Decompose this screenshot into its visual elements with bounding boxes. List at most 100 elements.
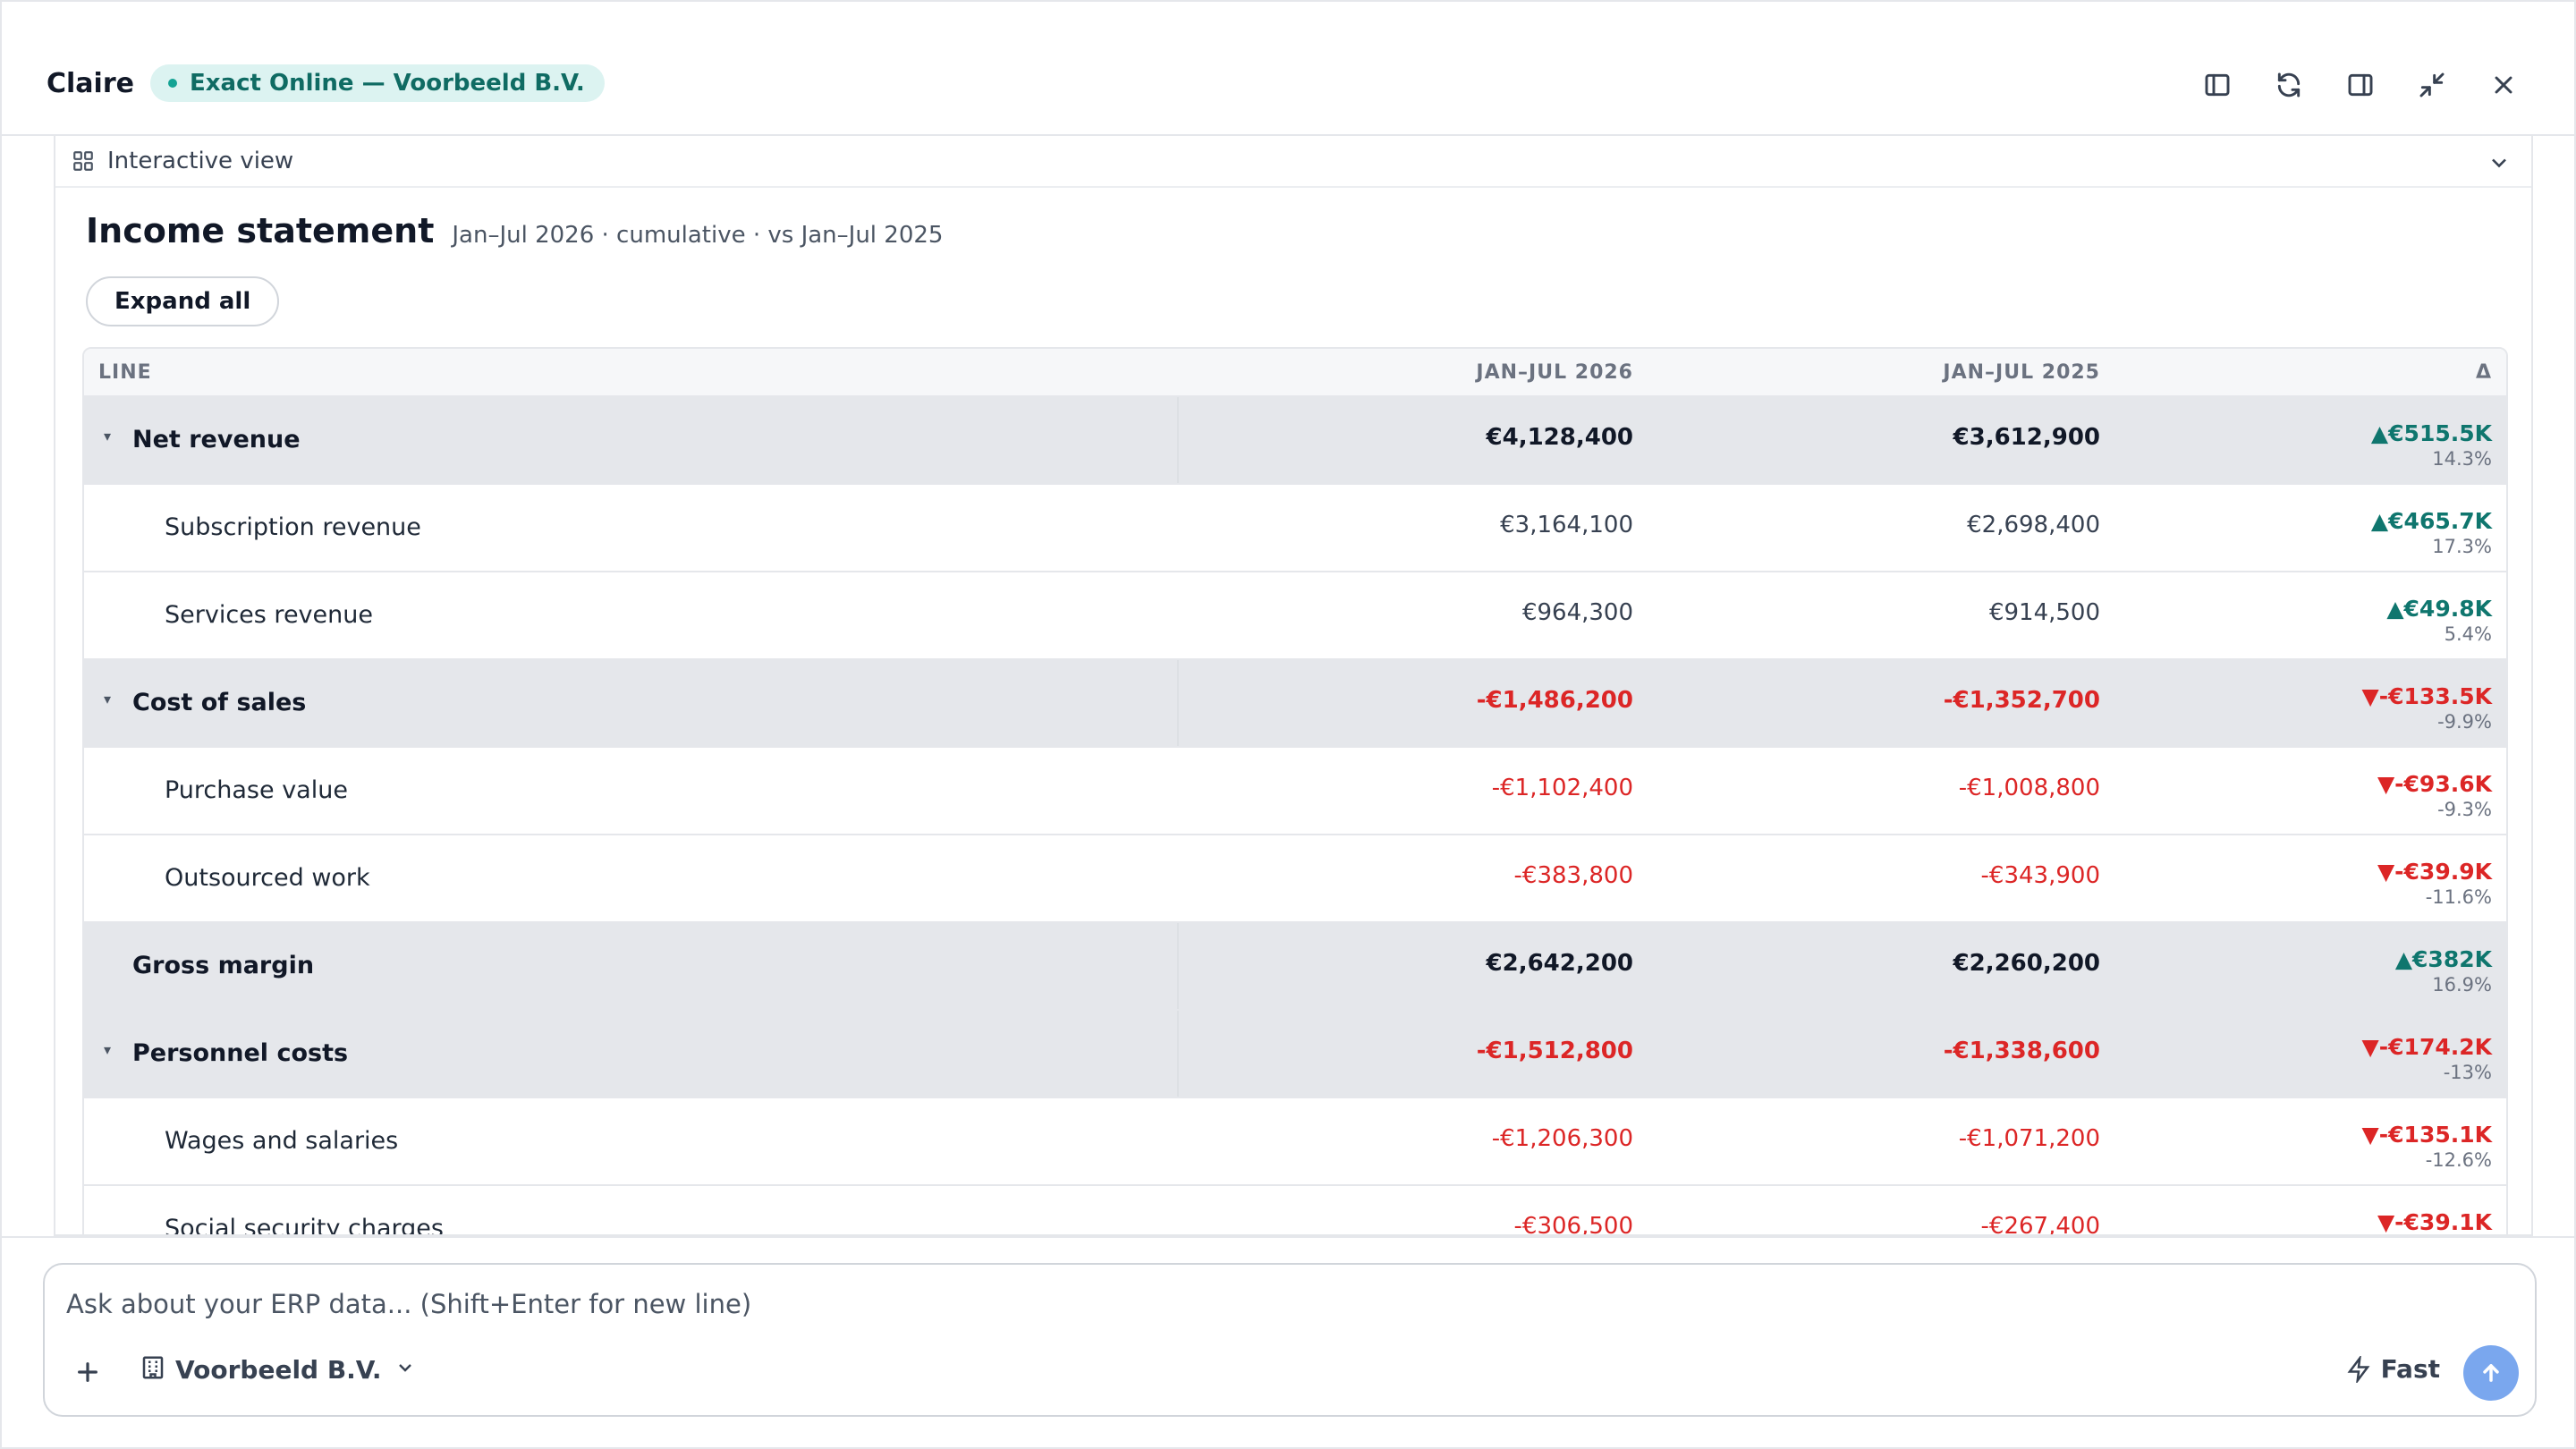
delta-cell: ▲€465.7K 17.3% [2371,508,2492,557]
chevron-down-icon[interactable] [2487,150,2512,175]
value-2025: -€1,071,200 [1958,1125,2100,1152]
delta-cell: ▲€49.8K 5.4% [2386,596,2492,645]
lightning-icon [2347,1355,2370,1383]
income-statement-table: LINE JAN–JUL 2026 JAN–JUL 2025 Δ ▾ Net re… [82,347,2508,1236]
delta-percent: -12.6% [2425,1149,2492,1171]
sidebar-left-icon[interactable] [2200,68,2234,102]
row-label: Personnel costs [132,1039,349,1067]
column-header-line[interactable]: LINE [98,361,152,384]
row-label-bg [84,660,1179,746]
row-label: Outsourced work [165,864,370,892]
row-label-bg [84,397,1179,483]
plus-icon[interactable] [73,1358,106,1390]
delta-percent: 14.3% [2432,448,2492,470]
value-2025: -€1,338,600 [1943,1038,2100,1064]
delta-value: ▲€515.5K [2370,420,2492,446]
table-group-row: Gross margin €2,642,200 €2,260,200 ▲€382K 16… [84,923,2506,1011]
value-2026: €3,164,100 [1500,512,1633,538]
value-2025: €914,500 [1988,599,2100,626]
row-label: Cost of sales [132,689,307,716]
value-2025: €3,612,900 [1953,424,2100,451]
company-selector[interactable]: Voorbeeld B.V. [140,1354,416,1385]
delta-percent: -9.3% [2437,799,2492,820]
table-body: ▾ Net revenue €4,128,400 €3,612,900 ▲€515.5K… [84,397,2506,1236]
value-2025: -€1,008,800 [1958,775,2100,801]
delta-cell: ▼-€93.6K -9.3% [2377,771,2492,820]
table-row: Social security charges -€306,500 -€267,40… [84,1186,2506,1236]
panel-title: Interactive view [107,148,294,174]
table-group-row[interactable]: ▾ Net revenue €4,128,400 €3,612,900 ▲€515.5K… [84,397,2506,485]
report-subtitle: Jan–Jul 2026 · cumulative · vs Jan–Jul 2… [452,222,944,249]
row-label: Subscription revenue [165,513,421,541]
delta-percent: -13% [2443,1062,2492,1083]
value-2025: €2,698,400 [1967,512,2100,538]
table-row: Outsourced work -€383,800 -€343,900 ▼-€39.9… [84,835,2506,923]
delta-cell: ▼-€133.5K -9.9% [2362,683,2492,733]
column-header-2026[interactable]: JAN–JUL 2026 [1476,361,1633,384]
row-label: Wages and salaries [165,1127,399,1155]
value-2026: -€306,500 [1513,1213,1633,1236]
row-label-bg [84,923,1179,1009]
delta-value: ▼-€135.1K [2361,1122,2492,1148]
mode-selector[interactable]: Fast [2345,1354,2440,1384]
divider [2,1236,2574,1238]
company-name: Voorbeeld B.V. [175,1354,382,1385]
value-2025: €2,260,200 [1953,950,2100,977]
value-2026: €964,300 [1521,599,1633,626]
delta-percent: -11.6% [2425,886,2492,908]
value-2025: -€267,400 [1980,1213,2100,1236]
delta-percent: 5.4% [2444,623,2492,645]
delta-value: ▼-€133.5K [2361,683,2492,709]
delta-percent: -9.9% [2437,711,2492,733]
delta-cell: ▲€515.5K 14.3% [2371,420,2492,470]
delta-cell: ▼-€174.2K -13% [2362,1034,2492,1083]
expand-caret-icon[interactable]: ▾ [104,428,112,445]
table-row: Services revenue €964,300 €914,500 ▲€49.8K 5… [84,572,2506,660]
panel-header[interactable]: Interactive view [55,136,2531,188]
header-actions [2200,68,2521,102]
value-2025: -€1,352,700 [1943,687,2100,714]
delta-cell: ▼-€39.1K [2377,1209,2492,1234]
interactive-view-panel: Interactive view Income statement Jan–Ju… [54,136,2533,1236]
delta-percent: 16.9% [2432,974,2492,996]
column-header-2025[interactable]: JAN–JUL 2025 [1943,361,2100,384]
table-group-row[interactable]: ▾ Cost of sales -€1,486,200 -€1,352,700 ▼-€1… [84,660,2506,748]
grid-icon [73,151,93,171]
connection-label: Exact Online — Voorbeeld B.V. [190,70,585,97]
message-input[interactable] [66,1284,2481,1324]
delta-value: ▲€49.8K [2386,596,2492,622]
delta-percent: 17.3% [2432,536,2492,557]
expand-caret-icon[interactable]: ▾ [104,1041,112,1058]
composer: Voorbeeld B.V. Fast [43,1263,2537,1417]
row-label: Social security charges [165,1215,444,1236]
value-2026: €4,128,400 [1486,424,1633,451]
report-title: Income statement [86,211,435,250]
refresh-icon[interactable] [2272,68,2306,102]
value-2026: -€1,206,300 [1491,1125,1633,1152]
delta-value: ▼-€174.2K [2361,1034,2492,1060]
value-2026: -€1,512,800 [1476,1038,1633,1064]
row-label: Net revenue [132,426,301,453]
header: Claire Exact Online — Voorbeeld B.V. [2,2,2574,136]
chevron-down-icon [394,1357,416,1382]
row-label: Gross margin [132,952,315,979]
app-title: Claire [47,68,134,99]
column-header-delta[interactable]: Δ [2475,361,2492,384]
table-group-row[interactable]: ▾ Personnel costs -€1,512,800 -€1,338,600 ▼-… [84,1011,2506,1098]
expand-all-button[interactable]: Expand all [86,276,280,326]
table-row: Purchase value -€1,102,400 -€1,008,800 ▼-€9… [84,748,2506,835]
delta-value: ▼-€93.6K [2377,771,2492,797]
send-button[interactable] [2463,1345,2519,1401]
minimize-icon[interactable] [2415,68,2449,102]
value-2026: -€1,102,400 [1491,775,1633,801]
delta-value: ▲€465.7K [2370,508,2492,534]
status-dot-icon [168,79,177,88]
sidebar-right-icon[interactable] [2343,68,2377,102]
delta-value: ▲€382K [2394,946,2492,972]
table-row: Subscription revenue €3,164,100 €2,698,400… [84,485,2506,572]
row-label: Services revenue [165,601,373,629]
expand-caret-icon[interactable]: ▾ [104,691,112,708]
arrow-up-icon [2483,1364,2499,1382]
close-icon[interactable] [2487,68,2521,102]
